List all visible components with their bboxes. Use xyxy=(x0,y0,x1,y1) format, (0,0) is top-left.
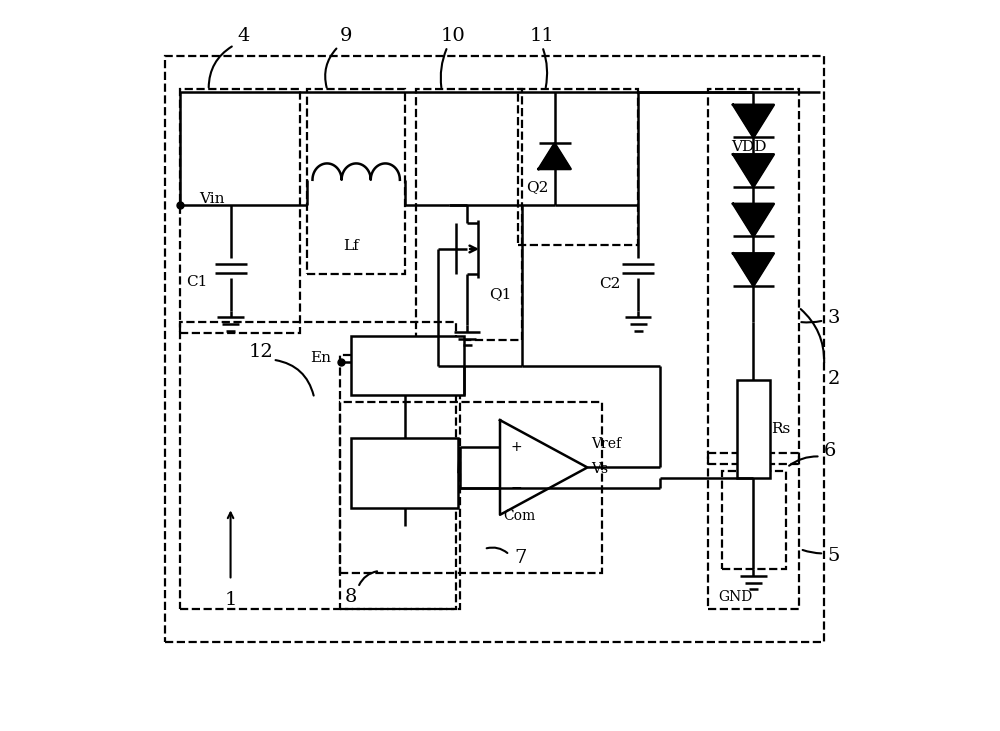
Bar xyxy=(722,471,786,569)
Text: Q2: Q2 xyxy=(526,180,549,194)
Text: −: − xyxy=(510,481,522,495)
Polygon shape xyxy=(733,154,774,187)
Bar xyxy=(518,88,638,246)
Polygon shape xyxy=(733,254,774,286)
Bar xyxy=(165,56,824,643)
Text: C1: C1 xyxy=(186,275,207,289)
Bar xyxy=(708,88,799,463)
Text: 12: 12 xyxy=(249,344,274,361)
Text: Vs: Vs xyxy=(591,462,608,476)
Bar xyxy=(340,355,460,610)
Bar xyxy=(351,336,464,395)
Polygon shape xyxy=(539,143,571,169)
Text: Com: Com xyxy=(504,510,536,523)
Polygon shape xyxy=(733,105,774,137)
Text: 7: 7 xyxy=(514,550,527,567)
Bar xyxy=(737,380,770,478)
Text: 8: 8 xyxy=(345,588,357,606)
Polygon shape xyxy=(733,204,774,236)
Text: Vref: Vref xyxy=(591,437,621,451)
Bar xyxy=(340,402,602,573)
Text: 5: 5 xyxy=(827,548,840,565)
Bar xyxy=(416,88,522,340)
Text: +: + xyxy=(510,440,522,454)
Text: Rs: Rs xyxy=(771,422,790,436)
Bar xyxy=(708,453,799,610)
Text: VDD: VDD xyxy=(732,140,767,154)
Polygon shape xyxy=(500,420,587,515)
Text: 9: 9 xyxy=(339,27,352,45)
Text: Vin: Vin xyxy=(200,192,225,206)
Bar xyxy=(180,88,300,333)
Text: Q1: Q1 xyxy=(489,287,511,301)
Text: Lf: Lf xyxy=(343,239,359,253)
Text: 2: 2 xyxy=(827,370,840,387)
Text: C2: C2 xyxy=(599,277,620,291)
Text: 11: 11 xyxy=(529,27,554,45)
Text: 4: 4 xyxy=(237,27,250,45)
Bar xyxy=(307,88,405,274)
Text: 1: 1 xyxy=(224,591,237,609)
Text: 6: 6 xyxy=(824,442,836,461)
Bar xyxy=(351,439,458,507)
Text: 3: 3 xyxy=(827,309,840,327)
Bar xyxy=(180,322,456,610)
Text: GND: GND xyxy=(718,590,753,604)
Text: 10: 10 xyxy=(440,27,465,45)
Text: En: En xyxy=(310,351,331,366)
